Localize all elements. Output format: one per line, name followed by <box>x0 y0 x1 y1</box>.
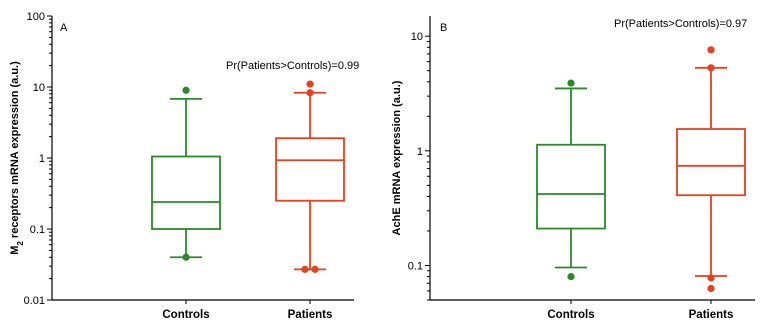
annotation: Pr(Patients>Controls)=0.97 <box>614 18 747 30</box>
y-tick-label: 0.1 <box>30 224 45 236</box>
y-axis-label-main: AchE mRNA expression (a.u.) <box>391 80 403 235</box>
y-axis-label-rest: receptors mRNA expression (a.u.) <box>9 61 21 241</box>
y-tick-label: 1 <box>39 153 45 165</box>
panel-a: 0.01 0.1 1 10 100 Controls Patients M2 receptor… <box>9 11 359 321</box>
outlier-point <box>301 265 309 273</box>
outlier-point <box>707 284 715 293</box>
x-tick-label: Patients <box>689 309 734 321</box>
x-tick-label: Controls <box>547 309 594 321</box>
y-tick-label: 0.01 <box>24 295 45 307</box>
panel-letter: A <box>60 22 68 34</box>
y-tick-label: 0.1 <box>408 260 423 272</box>
outlier-point <box>306 80 314 88</box>
panel-b: 0.1 1 10 Controls Patients AchE mRNA expressi… <box>391 16 755 321</box>
box-patients <box>275 137 345 202</box>
y-axis-label: M2 receptors mRNA expression (a.u.) <box>9 61 25 255</box>
outlier-point <box>182 253 190 261</box>
y-axis-label-main: M <box>9 246 21 255</box>
x-tick-label: Patients <box>288 309 333 321</box>
panel-letter: B <box>440 22 447 34</box>
x-tick-label: Controls <box>162 309 209 321</box>
box-controls <box>536 143 606 230</box>
annotation: Pr(Patients>Controls)=0.99 <box>226 60 359 72</box>
y-tick-label: 10 <box>411 31 423 43</box>
outlier-point <box>707 274 715 282</box>
y-axis-label-subscript: 2 <box>16 241 25 246</box>
y-tick-label: 10 <box>33 82 45 94</box>
outlier-point <box>567 272 575 281</box>
outlier-point <box>707 46 715 54</box>
box-patients <box>676 128 746 197</box>
y-axis-label: AchE mRNA expression (a.u.) <box>391 80 403 235</box>
box-controls <box>151 155 221 230</box>
outlier-point <box>311 265 319 273</box>
outlier-point <box>306 89 314 97</box>
outlier-point <box>182 86 190 94</box>
y-tick-label: 1 <box>417 146 423 158</box>
y-tick-label: 100 <box>27 11 45 23</box>
outlier-point <box>707 64 715 72</box>
outlier-point <box>567 79 575 87</box>
